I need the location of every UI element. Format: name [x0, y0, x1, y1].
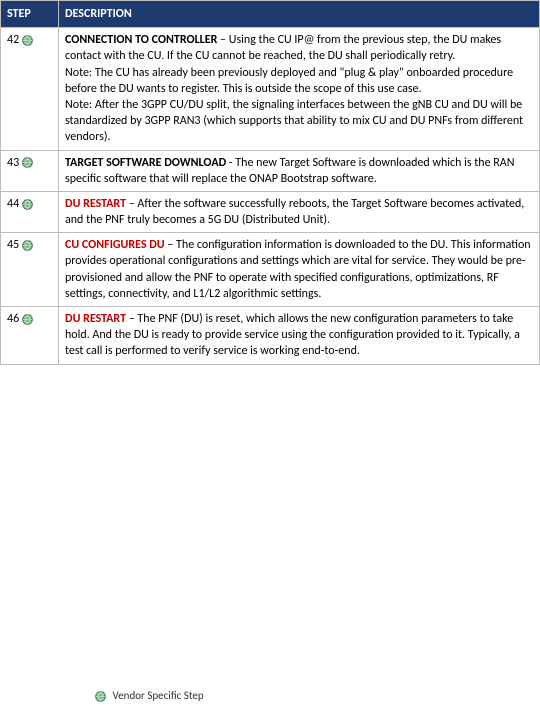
- row-body-line: – After the software successfully reboot…: [65, 197, 524, 227]
- row-title: TARGET SOFTWARE DOWNLOAD: [65, 156, 226, 170]
- step-cell: 42: [1, 28, 59, 150]
- step-cell: 45: [1, 233, 59, 307]
- step-cell: 43: [1, 150, 59, 191]
- row-body-line: Note: The CU has already been previously…: [65, 66, 513, 96]
- row-title: CU CONFIGURES DU: [65, 238, 165, 252]
- description-cell: TARGET SOFTWARE DOWNLOAD - The new Targe…: [59, 150, 540, 191]
- table-row: 45 CU CONFIGURES DU – The configuration …: [1, 233, 540, 307]
- table-row: 46 DU RESTART – The PNF (DU) is reset, w…: [1, 307, 540, 365]
- col-header-step: STEP: [1, 1, 59, 28]
- legend-label: Vendor Specific Step: [113, 689, 204, 702]
- row-body: – Using the CU IP@ from the previous ste…: [65, 33, 523, 144]
- step-number: 45: [7, 237, 19, 253]
- row-body-line: – The PNF (DU) is reset, which allows th…: [65, 312, 520, 358]
- step-number: 46: [7, 311, 19, 327]
- description-cell: CU CONFIGURES DU – The configuration inf…: [59, 233, 540, 307]
- table-row: 44 DU RESTART – After the software succe…: [1, 191, 540, 232]
- steps-table: STEP DESCRIPTION 42 CONNECTION TO CONTRO…: [0, 0, 540, 365]
- row-title: DU RESTART: [65, 197, 126, 211]
- globe-icon: [22, 314, 33, 325]
- row-body: – The PNF (DU) is reset, which allows th…: [65, 312, 520, 358]
- step-number: 42: [7, 32, 19, 48]
- globe-icon: [95, 691, 106, 702]
- step-cell: 46: [1, 307, 59, 365]
- step-cell: 44: [1, 191, 59, 232]
- step-number: 43: [7, 155, 19, 171]
- globe-icon: [22, 157, 33, 168]
- row-title: DU RESTART: [65, 312, 126, 326]
- step-number: 44: [7, 196, 19, 212]
- table-header-row: STEP DESCRIPTION: [1, 1, 540, 28]
- description-cell: CONNECTION TO CONTROLLER – Using the CU …: [59, 28, 540, 150]
- col-header-description: DESCRIPTION: [59, 1, 540, 28]
- legend: Vendor Specific Step: [95, 689, 204, 702]
- table-row: 42 CONNECTION TO CONTROLLER – Using the …: [1, 28, 540, 150]
- globe-icon: [22, 199, 33, 210]
- row-body-line: Note: After the 3GPP CU/DU split, the si…: [65, 98, 523, 144]
- description-cell: DU RESTART – The PNF (DU) is reset, whic…: [59, 307, 540, 365]
- globe-icon: [22, 35, 33, 46]
- description-cell: DU RESTART – After the software successf…: [59, 191, 540, 232]
- table-row: 43 TARGET SOFTWARE DOWNLOAD - The new Ta…: [1, 150, 540, 191]
- row-title: CONNECTION TO CONTROLLER: [65, 33, 217, 47]
- globe-icon: [22, 240, 33, 251]
- row-body: – After the software successfully reboot…: [65, 197, 524, 227]
